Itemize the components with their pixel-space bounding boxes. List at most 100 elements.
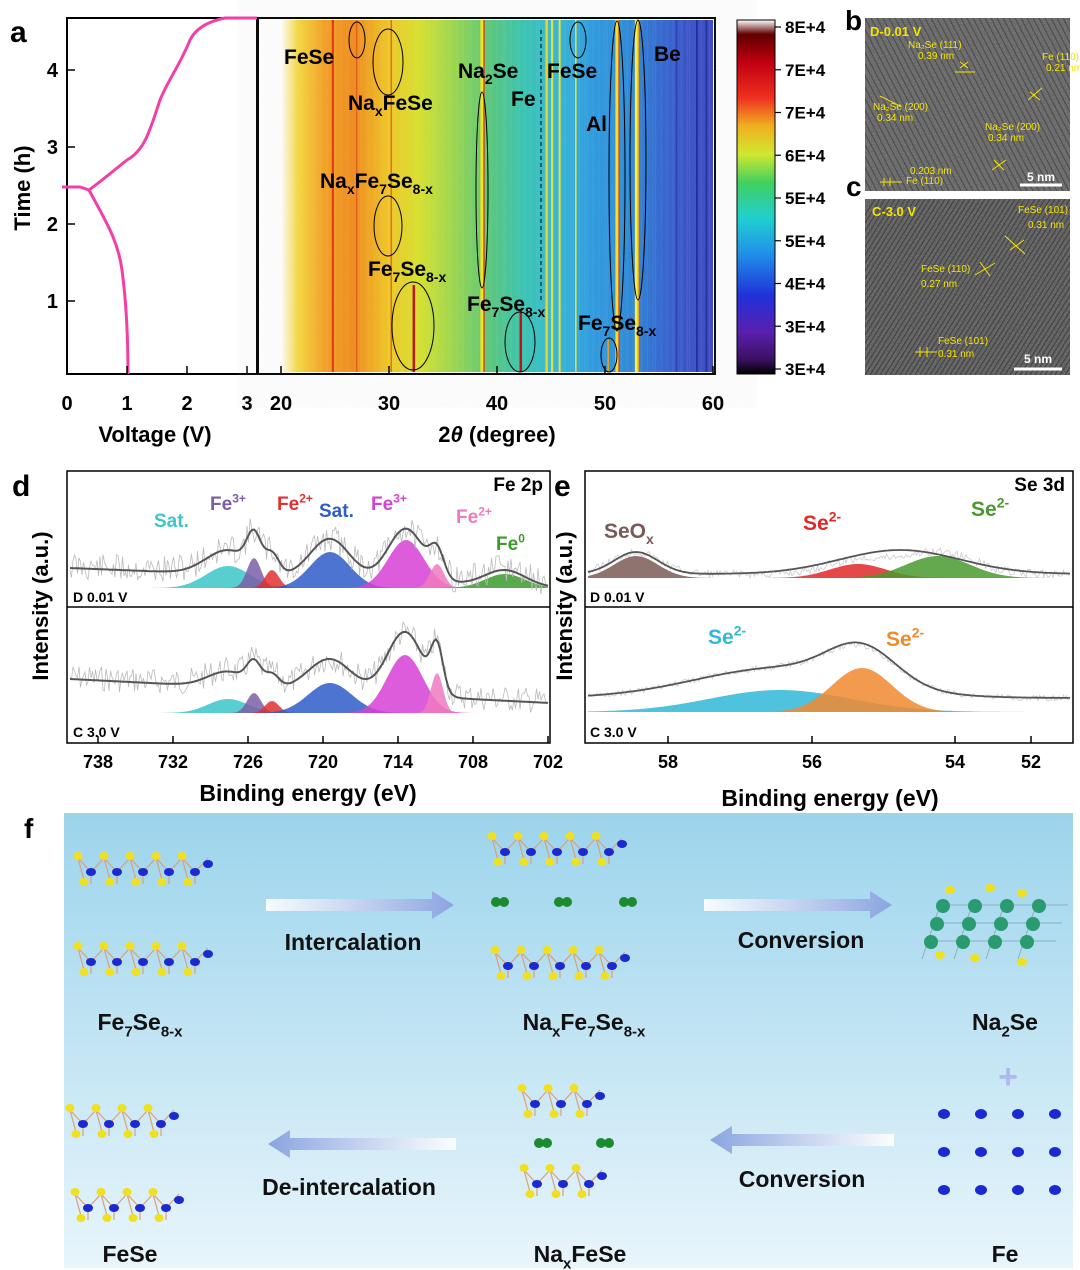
label-conversion-forward: Conversion [738,927,865,953]
xrd-ellipses [348,19,647,373]
xrd-phase-label: NaxFe7Se8-x [320,170,433,197]
d-bottom-condition: C 3.0 V [73,724,120,740]
d-peak-label: Fe2+ [277,491,313,515]
d-top-raw [69,518,548,595]
ellipse-al [608,20,626,332]
e-peak-label: Se2- [803,509,841,535]
naxfese-layer-1 [517,1084,605,1118]
naxfe7se8x-layer-1 [487,832,627,866]
d-peak-label: Fe3+ [371,491,407,515]
a-x-tick-label: 1 [121,393,132,415]
e-top-peak [588,556,1070,578]
ellipse-fese-1 [348,21,366,59]
na2se-crystal [921,884,1068,966]
d-title: Fe 2p [493,475,543,496]
d-top-peak [70,574,548,588]
d-x-axis-label: Binding energy (eV) [199,780,416,806]
d-peak-label: Fe2+ [456,504,492,528]
ellipse-naxfese [372,28,404,96]
hrtem-b-annotation: 0.203 nm [910,166,952,177]
arrow-deintercalation [268,1130,456,1158]
compound-name: Fe [992,1241,1019,1267]
xrd-x-tick-label: 40 [486,393,508,415]
compound-name: Fe7Se8-x [97,1009,183,1040]
scalebar-b-label: 5 nm [1027,170,1055,184]
xrd-x-tick-label: 20 [270,393,292,415]
panel-letter-e: e [554,470,571,503]
hrtem-b-annotation: Na₂Se (200) [985,122,1040,133]
d-top-peak [70,552,548,588]
e-bottom-peak [588,668,1070,712]
arrow-conversion-back [710,1126,894,1154]
a-x-tick-label: 2 [181,393,192,415]
ellipse-na2se [475,91,489,289]
hrtem-c-annotation: FeSe (101) [1018,205,1068,216]
ellipse-be [629,19,647,301]
ellipse-fe7se8x-2 [504,311,536,373]
fe7se8x-layer-1 [73,852,213,886]
panel-letter-c: c [846,171,862,202]
d-peak-label: Sat. [319,501,354,522]
fe7se8x-layer-2 [73,942,213,976]
d-x-tick-label: 714 [383,752,413,772]
label-conversion-back: Conversion [739,1166,866,1192]
a-x-axis-label: Voltage (V) [98,422,211,447]
hrtem-b-annotation: 0.34 nm [877,113,913,124]
e-x-tick-label: 56 [802,752,822,772]
hrtem-c-annotation: 0.31 nm [1028,220,1064,231]
hrtem-c-annotation: 0.31 nm [938,349,974,360]
e-bottom-envelope [587,641,1070,699]
a-y-axis-label: Time (h) [10,145,35,230]
panel-letter-b: b [845,5,862,36]
e-top-peak [588,564,1070,578]
voltage-curve [62,16,257,375]
panel-c: c C-3.0 V FeSe (101) 0.31 nm FeSe (110) 0.2… [846,171,1070,375]
naxfese-layer-2 [519,1164,607,1198]
xrd-phase-label: Al [586,113,607,136]
xrd-phase-label: FeSe [284,46,334,69]
a-x-tick-label: 3 [241,393,252,415]
compound-name: NaxFeSe [534,1241,627,1270]
hrtem-c-annotation: 0.27 nm [921,279,957,290]
colorbar-tick-label: 6E+4 [785,146,826,165]
e-title: Se 3d [1014,475,1065,496]
xrd-phase-label: Fe7Se8-x [467,293,545,320]
panel-letter-a: a [10,16,27,49]
panel-f: f Intercalation Conversion Conversion De… [24,813,1073,1270]
a-y-tick-label: 1 [47,291,58,313]
d-bottom-peak [70,673,548,713]
colorbar-tick-label: 7E+4 [785,61,826,80]
arrow-intercalation [266,891,454,919]
xrd-phase-label: Fe7Se8-x [578,312,656,339]
xrd-phase-labels: FeSe NaxFeSe Na2Se FeSe Fe Al Be NaxFe7Se8-x Fe7… [284,43,681,339]
hrtem-b-annotation: Fe (110) [1042,52,1079,63]
e-bottom-condition: C 3.0 V [590,724,637,740]
na-ion-pair [554,897,572,907]
colorbar: 8E+4 7E+4 7E+4 6E+4 5E+4 5E+4 4E+4 3E+4 3E+4 [736,18,826,379]
e-x-tick-label: 52 [1021,752,1041,772]
e-x-axis-label: Binding energy (eV) [721,785,938,811]
ellipse-fe7se8x-1 [391,281,435,371]
d-top-peak [70,564,548,588]
hrtem-c-annotation: FeSe (110) [921,264,970,275]
xrd-phase-label: Fe7Se8-x [368,258,446,285]
e-top-peak [588,556,1070,578]
colorbar-gradient [736,19,776,375]
d-top-condition: D 0.01 V [73,589,128,605]
e-x-tick-label: 54 [945,752,965,772]
e-peak-label: Se2- [971,495,1009,521]
e-y-axis-label: Intensity (a.u.) [552,531,577,680]
compound-name: Na2Se [972,1009,1038,1040]
xrd-heatmap-texture [281,20,713,372]
e-top-condition: D 0.01 V [590,589,645,605]
d-x-tick-label: 702 [533,752,563,772]
hrtem-b-annotation: Na₂Se (111) [908,40,962,51]
d-x-tick-label: 708 [458,752,488,772]
d-peak-label: Sat. [154,511,189,532]
d-bottom-raw [69,621,548,713]
label-deintercalation: De-intercalation [262,1174,436,1200]
hrtem-b-annotation: Fe (110) [906,176,943,187]
schematic-background [64,813,1073,1268]
panel-a-xrd: FeSe NaxFeSe Na2Se FeSe Fe Al Be NaxFe7Se8-x Fe7… [257,17,724,447]
d-y-axis-label: Intensity (a.u.) [28,531,53,680]
